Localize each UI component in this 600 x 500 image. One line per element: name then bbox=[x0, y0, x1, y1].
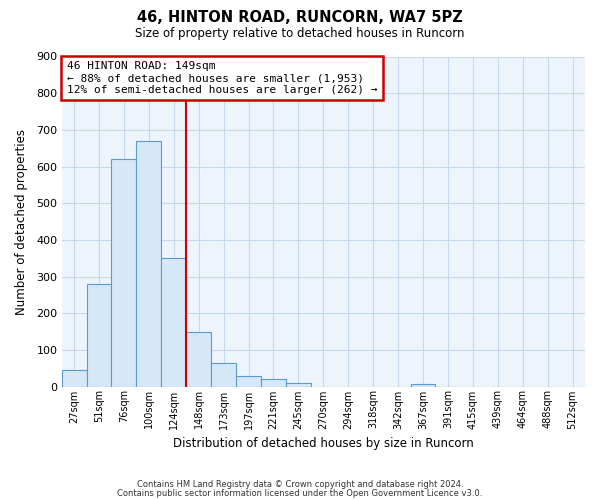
Text: Contains HM Land Registry data © Crown copyright and database right 2024.: Contains HM Land Registry data © Crown c… bbox=[137, 480, 463, 489]
Text: 46 HINTON ROAD: 149sqm
← 88% of detached houses are smaller (1,953)
12% of semi-: 46 HINTON ROAD: 149sqm ← 88% of detached… bbox=[67, 62, 377, 94]
Bar bbox=[186, 332, 211, 386]
Bar bbox=[261, 379, 286, 386]
Bar bbox=[62, 370, 86, 386]
Text: Size of property relative to detached houses in Runcorn: Size of property relative to detached ho… bbox=[135, 28, 465, 40]
Text: Contains public sector information licensed under the Open Government Licence v3: Contains public sector information licen… bbox=[118, 489, 482, 498]
Y-axis label: Number of detached properties: Number of detached properties bbox=[15, 128, 28, 314]
Bar bbox=[161, 258, 186, 386]
Bar bbox=[236, 376, 261, 386]
Bar bbox=[286, 383, 311, 386]
Bar bbox=[410, 384, 436, 386]
Bar bbox=[112, 159, 136, 386]
X-axis label: Distribution of detached houses by size in Runcorn: Distribution of detached houses by size … bbox=[173, 437, 473, 450]
Text: 46, HINTON ROAD, RUNCORN, WA7 5PZ: 46, HINTON ROAD, RUNCORN, WA7 5PZ bbox=[137, 10, 463, 25]
Bar bbox=[211, 362, 236, 386]
Bar bbox=[136, 141, 161, 386]
Bar bbox=[86, 284, 112, 386]
